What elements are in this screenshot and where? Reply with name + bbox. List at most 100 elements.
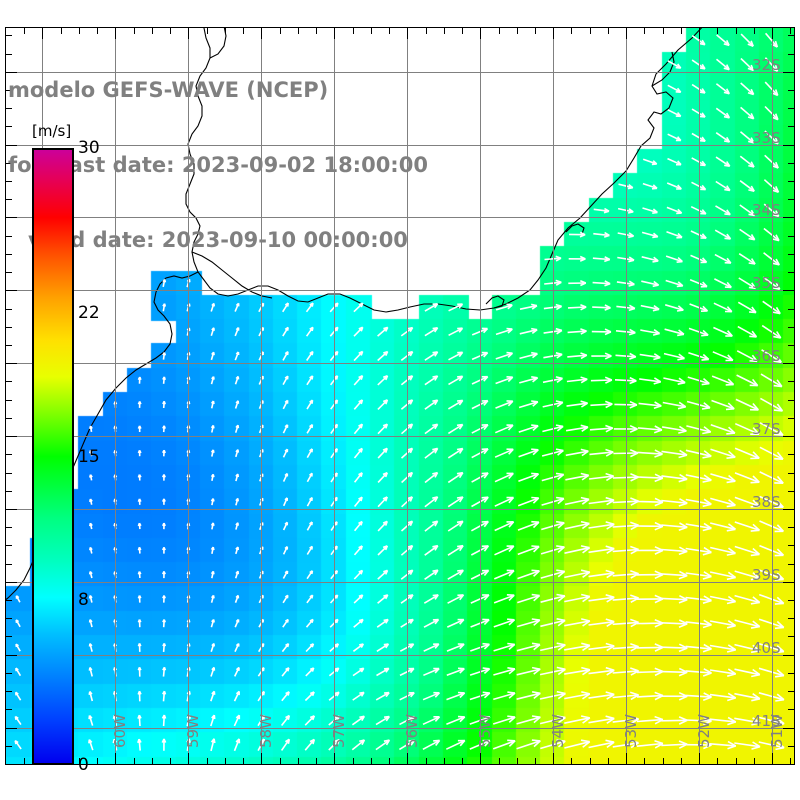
minor-tick-left-lat	[6, 309, 12, 310]
minor-tick-left-lat	[6, 327, 12, 328]
minor-tick-top-lon	[462, 28, 463, 34]
colorbar-tick-8: 8	[78, 590, 89, 611]
minor-tick-top-lon	[754, 28, 755, 34]
minor-tick-left-lat	[6, 600, 12, 601]
minor-tick-top-lon	[134, 28, 135, 34]
minor-tick-lon	[207, 758, 208, 764]
minor-tick-left-lat	[6, 509, 12, 510]
gridline-lon-51W	[772, 28, 773, 764]
minor-tick-left-lat	[6, 90, 12, 91]
minor-tick-left-lat	[6, 217, 12, 218]
lat-label-38S: 38S	[752, 493, 781, 511]
minor-tick-lat	[788, 709, 794, 710]
minor-tick-top-lon	[699, 28, 700, 34]
minor-tick-lat	[788, 345, 794, 346]
minor-tick-lon	[717, 758, 718, 764]
minor-tick-lon	[553, 758, 554, 764]
lat-label-33S: 33S	[752, 129, 781, 147]
minor-tick-left-lat	[6, 418, 12, 419]
gridline-lat-36S	[6, 363, 794, 364]
wind-direction-arrows	[14, 32, 785, 752]
minor-tick-top-lon	[61, 28, 62, 34]
gridline-lat-38S	[6, 509, 794, 510]
lat-label-35S: 35S	[752, 274, 781, 292]
minor-tick-lat	[788, 145, 794, 146]
minor-tick-left-lat	[6, 381, 12, 382]
minor-tick-lon	[97, 758, 98, 764]
minor-tick-left-lat	[6, 72, 12, 73]
minor-tick-left-lat	[6, 709, 12, 710]
minor-tick-left-lat	[6, 54, 12, 55]
colorbar-gradient	[32, 148, 74, 765]
minor-tick-top-lon	[407, 28, 408, 34]
lon-label-58W: 58W	[257, 714, 275, 748]
minor-tick-left-lat	[6, 290, 12, 291]
minor-tick-lon	[681, 758, 682, 764]
gridline-lon-56W	[407, 28, 408, 764]
minor-tick-top-lon	[188, 28, 189, 34]
minor-tick-top-lon	[426, 28, 427, 34]
minor-tick-lat	[788, 618, 794, 619]
minor-tick-lon	[626, 758, 627, 764]
minor-tick-lon	[261, 758, 262, 764]
minor-tick-top-lon	[115, 28, 116, 34]
minor-tick-lat	[788, 400, 794, 401]
minor-tick-lat	[788, 163, 794, 164]
minor-tick-top-lon	[207, 28, 208, 34]
minor-tick-left-lat	[6, 236, 12, 237]
minor-tick-top-lon	[79, 28, 80, 34]
minor-tick-lon	[644, 758, 645, 764]
minor-tick-lon	[371, 758, 372, 764]
minor-tick-lat	[788, 217, 794, 218]
minor-tick-lon	[517, 758, 518, 764]
minor-tick-lat	[788, 600, 794, 601]
minor-tick-lat	[788, 381, 794, 382]
gridline-lat-32S	[6, 72, 794, 73]
minor-tick-top-lon	[590, 28, 591, 34]
minor-tick-lon	[225, 758, 226, 764]
minor-tick-left-lat	[6, 473, 12, 474]
minor-tick-lat	[788, 236, 794, 237]
gridline-lon-59W	[188, 28, 189, 764]
lon-label-52W: 52W	[695, 714, 713, 748]
minor-tick-left-lat	[6, 254, 12, 255]
gridline-lon-55W	[480, 28, 481, 764]
minor-tick-lat	[788, 473, 794, 474]
colorbar-tick-30: 30	[78, 138, 100, 158]
minor-tick-lon	[407, 758, 408, 764]
lat-label-37S: 37S	[752, 420, 781, 438]
minor-tick-lat	[788, 90, 794, 91]
lat-label-39S: 39S	[752, 566, 781, 584]
minor-tick-top-lon	[334, 28, 335, 34]
gridline-lat-34S	[6, 217, 794, 218]
minor-tick-lat	[788, 199, 794, 200]
minor-tick-left-lat	[6, 345, 12, 346]
minor-tick-lat	[788, 564, 794, 565]
minor-tick-top-lon	[608, 28, 609, 34]
minor-tick-lon	[535, 758, 536, 764]
minor-tick-left-lat	[6, 126, 12, 127]
minor-tick-lat	[788, 418, 794, 419]
minor-tick-left-lat	[6, 145, 12, 146]
minor-tick-lon	[772, 758, 773, 764]
lat-label-41S: 41S	[752, 712, 781, 730]
minor-tick-lat	[788, 126, 794, 127]
minor-tick-lat	[788, 290, 794, 291]
minor-tick-lat	[788, 436, 794, 437]
minor-tick-lon	[699, 758, 700, 764]
minor-tick-lat	[788, 728, 794, 729]
minor-tick-left-lat	[6, 272, 12, 273]
minor-tick-left-lat	[6, 363, 12, 364]
minor-tick-top-lon	[316, 28, 317, 34]
gridline-lat-35S	[6, 290, 794, 291]
minor-tick-left-lat	[6, 181, 12, 182]
minor-tick-lat	[788, 655, 794, 656]
minor-tick-top-lon	[517, 28, 518, 34]
minor-tick-top-lon	[298, 28, 299, 34]
gridline-lon-60W	[115, 28, 116, 764]
minor-tick-top-lon	[280, 28, 281, 34]
minor-tick-lat	[788, 309, 794, 310]
minor-tick-lat	[788, 545, 794, 546]
minor-tick-top-lon	[663, 28, 664, 34]
minor-tick-top-lon	[371, 28, 372, 34]
